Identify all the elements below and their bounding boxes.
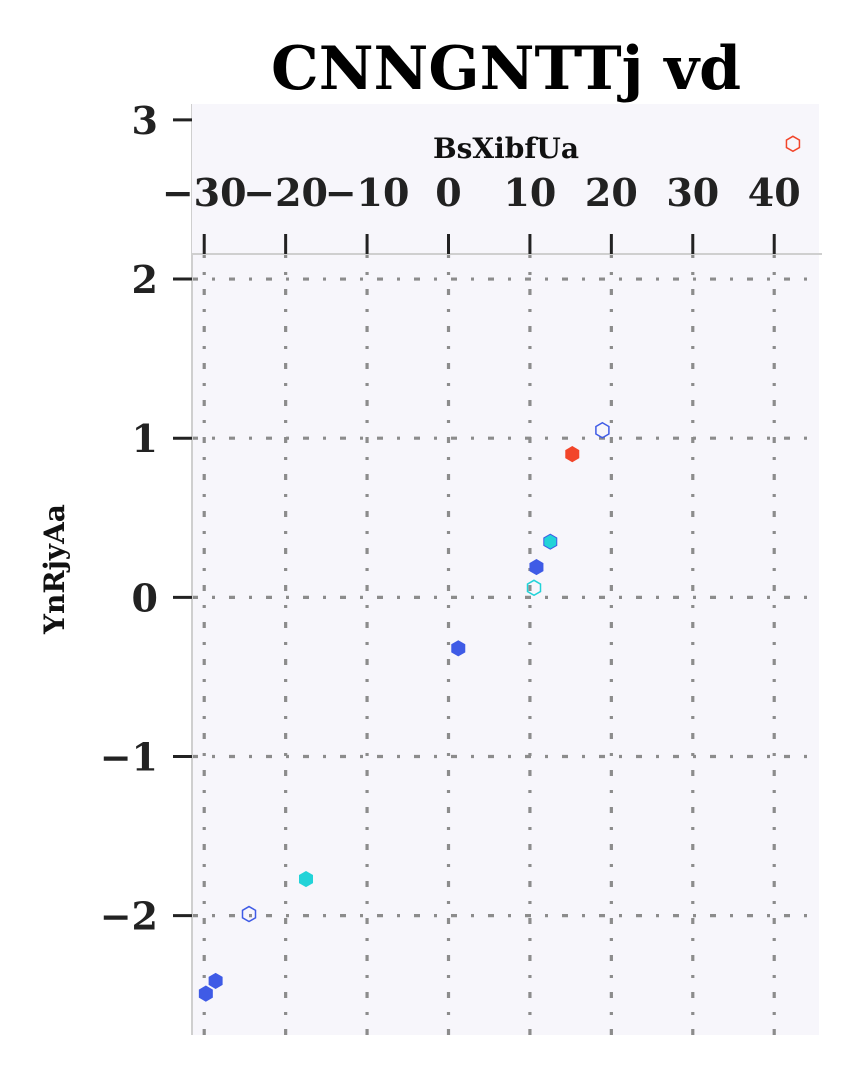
chart-title: CNNGNTTj vd [271, 34, 741, 104]
y-tick-label: 0 [132, 575, 158, 620]
data-point [208, 972, 223, 989]
x-tick-label: −20 [243, 170, 328, 215]
data-point [529, 559, 544, 576]
x-tick-label: 30 [666, 170, 719, 215]
top-axis-band [192, 104, 819, 254]
y-tick-label: 3 [132, 98, 158, 143]
data-point [543, 533, 558, 550]
data-point [785, 135, 801, 153]
plot-area [192, 104, 819, 1035]
y-tick-label: 1 [132, 416, 158, 461]
data-point [299, 870, 313, 888]
x-tick-label: 10 [503, 170, 556, 215]
x-axis-ticks: −30−20−10 0 10 20 30 40 [162, 170, 801, 254]
x-tick-label: −10 [325, 170, 410, 215]
x-axis-label: BsXibfUa [433, 132, 579, 165]
data-point [595, 421, 610, 439]
data-point [241, 905, 257, 923]
data-points [198, 135, 801, 1002]
data-point [526, 579, 542, 597]
y-axis-label: YnRjyAa [38, 504, 71, 635]
y-tick-label: −1 [100, 734, 158, 779]
y-tick-label: −2 [100, 894, 158, 939]
x-tick-label: −30 [162, 170, 247, 215]
x-tick-label: 0 [435, 170, 461, 215]
y-tick-label: 2 [132, 257, 158, 302]
data-point [451, 640, 466, 657]
data-point [198, 985, 213, 1002]
x-tick-label: 40 [748, 170, 801, 215]
data-point [565, 446, 580, 463]
y-axis-ticks: −2 −1 0 1 2 3 [100, 98, 192, 939]
x-tick-label: 20 [585, 170, 638, 215]
grid [192, 104, 819, 1035]
